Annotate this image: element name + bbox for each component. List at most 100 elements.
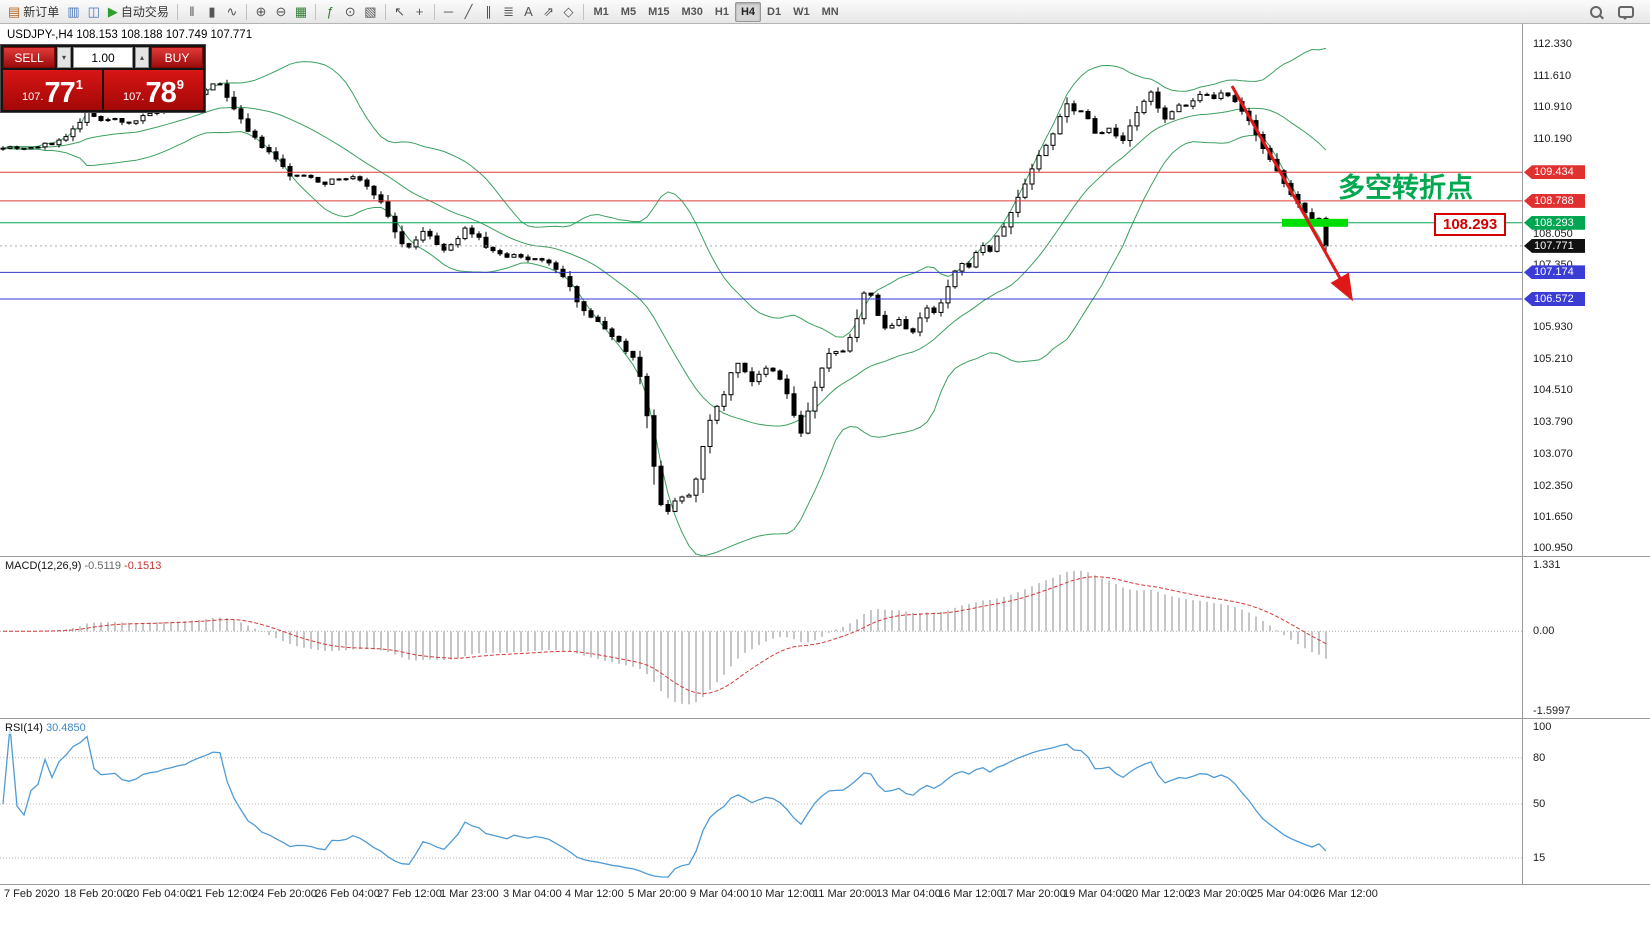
- price-axis-label: 103.790: [1533, 416, 1573, 429]
- price-axis-label: 111.610: [1533, 69, 1572, 82]
- rsi-scale-label: 100: [1533, 721, 1552, 733]
- text-button[interactable]: A: [519, 2, 539, 22]
- community-button[interactable]: [1614, 2, 1638, 22]
- timeframe-m1[interactable]: M1: [588, 2, 615, 22]
- time-axis-label: 9 Mar 04:00: [690, 888, 749, 900]
- timeframe-m15[interactable]: M15: [642, 2, 675, 22]
- search-button[interactable]: [1586, 2, 1606, 22]
- ask-price[interactable]: 107. 78 9: [104, 70, 203, 110]
- candlestick-icon: ▮: [208, 4, 216, 19]
- price-axis-label: 104.510: [1533, 384, 1573, 397]
- time-axis-label: 16 Mar 12:00: [938, 888, 1003, 900]
- fibonacci-icon: ≣: [503, 4, 514, 19]
- price-axis-label: 101.650: [1533, 510, 1573, 523]
- charts-button[interactable]: ▥: [63, 2, 83, 22]
- macd-name: MACD(12,26,9): [5, 560, 82, 572]
- time-axis-label: 26 Feb 04:00: [315, 888, 380, 900]
- time-axis-label: 20 Mar 12:00: [1126, 888, 1191, 900]
- line-chart-button[interactable]: ∿: [222, 2, 242, 22]
- indicators-button[interactable]: ƒ: [320, 2, 340, 22]
- candlestick-button[interactable]: ▮: [202, 2, 222, 22]
- toolbar-separator: [245, 3, 247, 20]
- bid-price-sup: 1: [75, 77, 83, 92]
- toolbar: ▤ 新订单 ▥ ◫ ▶ 自动交易 ‖ ▮ ∿ ⊕ ⊖ ▦ ƒ ⊙ ▧ ↖ + ─ ╱ ∥ ≣ A ⇗ ◇ M1 M5 M15 M30…: [0, 0, 1650, 24]
- time-axis-label: 7 Feb 2020: [4, 888, 60, 900]
- rsi-svg[interactable]: [0, 719, 1522, 884]
- symbol-info: USDJPY-,H4 108.153 108.188 107.749 107.7…: [7, 29, 253, 41]
- periods-button[interactable]: ⊙: [340, 2, 360, 22]
- price-marker-108.788: 108.788: [1524, 193, 1585, 208]
- time-axis[interactable]: 7 Feb 2020 18 Feb 20:00 20 Feb 04:00 21 Feb…: [0, 885, 1650, 905]
- price-axis-label: 103.070: [1533, 448, 1573, 461]
- trendline-button[interactable]: ╱: [459, 2, 479, 22]
- timeframe-m30[interactable]: M30: [675, 2, 708, 22]
- macd-signal-value: -0.1513: [124, 560, 162, 572]
- main-chart-svg[interactable]: [0, 24, 1522, 556]
- volume-input[interactable]: [73, 47, 133, 68]
- timeframe-m5[interactable]: M5: [615, 2, 642, 22]
- grid-button[interactable]: ▦: [291, 2, 311, 22]
- templates-button[interactable]: ▧: [360, 2, 380, 22]
- new-order-button[interactable]: ▤ 新订单: [4, 2, 63, 22]
- buy-button[interactable]: BUY: [151, 47, 203, 68]
- bar-chart-button[interactable]: ‖: [182, 2, 202, 22]
- timeframe-mn[interactable]: MN: [816, 2, 845, 22]
- horizontal-line-button[interactable]: ─: [439, 2, 459, 22]
- channel-button[interactable]: ∥: [479, 2, 499, 22]
- periods-icon: ⊙: [344, 4, 356, 19]
- text-icon: A: [524, 4, 533, 19]
- autotrading-button[interactable]: ▶ 自动交易: [104, 2, 173, 22]
- volume-increase-button[interactable]: ▴: [135, 47, 149, 68]
- volume-decrease-button[interactable]: ▾: [57, 47, 71, 68]
- time-axis-label: 27 Feb 12:00: [377, 888, 442, 900]
- toolbar-button-label: 自动交易: [120, 5, 169, 19]
- rsi-label: RSI(14) 30.4850: [5, 722, 86, 734]
- timeframe-d1[interactable]: D1: [761, 2, 787, 22]
- bid-price-big: 77: [44, 77, 75, 109]
- price-axis-label: 105.930: [1533, 321, 1573, 334]
- macd-main-value: -0.5119: [84, 560, 121, 572]
- macd-scale-label: -1.5997: [1533, 705, 1571, 717]
- ask-price-sup: 9: [176, 77, 184, 92]
- crosshair-icon: +: [415, 4, 424, 19]
- time-axis-label: 3 Mar 04:00: [503, 888, 562, 900]
- shapes-icon: ◇: [563, 4, 574, 19]
- shapes-button[interactable]: ◇: [559, 2, 579, 22]
- price-axis[interactable]: 112.330 111.610 110.910 110.190 108.050 107.3…: [1523, 0, 1650, 950]
- new-order-icon: ▤: [8, 4, 21, 19]
- fibonacci-button[interactable]: ≣: [499, 2, 519, 22]
- bid-price[interactable]: 107. 77 1: [3, 70, 102, 110]
- time-axis-label: 17 Mar 20:00: [1001, 888, 1066, 900]
- rsi-scale-label: 80: [1533, 751, 1546, 764]
- time-axis-label: 25 Mar 04:00: [1251, 888, 1316, 900]
- toolbar-separator: [176, 3, 178, 20]
- ask-price-big: 78: [145, 77, 176, 109]
- indicators-icon: ƒ: [326, 4, 334, 19]
- timeframe-w1[interactable]: W1: [787, 2, 816, 22]
- rsi-separator: [0, 718, 1650, 719]
- crosshair-button[interactable]: +: [410, 2, 430, 22]
- sell-button[interactable]: SELL: [3, 47, 55, 68]
- macd-svg[interactable]: [0, 557, 1522, 718]
- zoom-out-button[interactable]: ⊖: [271, 2, 291, 22]
- arrows-button[interactable]: ⇗: [539, 2, 559, 22]
- zoom-in-button[interactable]: ⊕: [251, 2, 271, 22]
- timeframe-h4[interactable]: H4: [734, 1, 762, 22]
- time-axis-label: 20 Feb 04:00: [127, 888, 192, 900]
- profiles-button[interactable]: ◫: [84, 2, 104, 22]
- toolbar-separator: [315, 3, 317, 20]
- time-axis-label: 11 Mar 20:00: [813, 888, 878, 900]
- profiles-icon: ◫: [87, 4, 100, 19]
- cursor-button[interactable]: ↖: [390, 2, 410, 22]
- price-axis-label: 108.050: [1533, 227, 1573, 240]
- price-axis-label: 110.190: [1533, 132, 1572, 145]
- line-chart-icon: ∿: [226, 4, 238, 19]
- ask-price-prefix: 107.: [123, 91, 145, 103]
- toolbar-separator: [433, 3, 435, 20]
- macd-scale-label: 0.00: [1533, 625, 1555, 638]
- timeframe-h1[interactable]: H1: [709, 2, 735, 22]
- time-axis-label: 21 Feb 12:00: [190, 888, 255, 900]
- trade-panel-quotes: 107. 77 1 107. 78 9: [3, 70, 203, 110]
- arrows-icon: ⇗: [543, 4, 554, 19]
